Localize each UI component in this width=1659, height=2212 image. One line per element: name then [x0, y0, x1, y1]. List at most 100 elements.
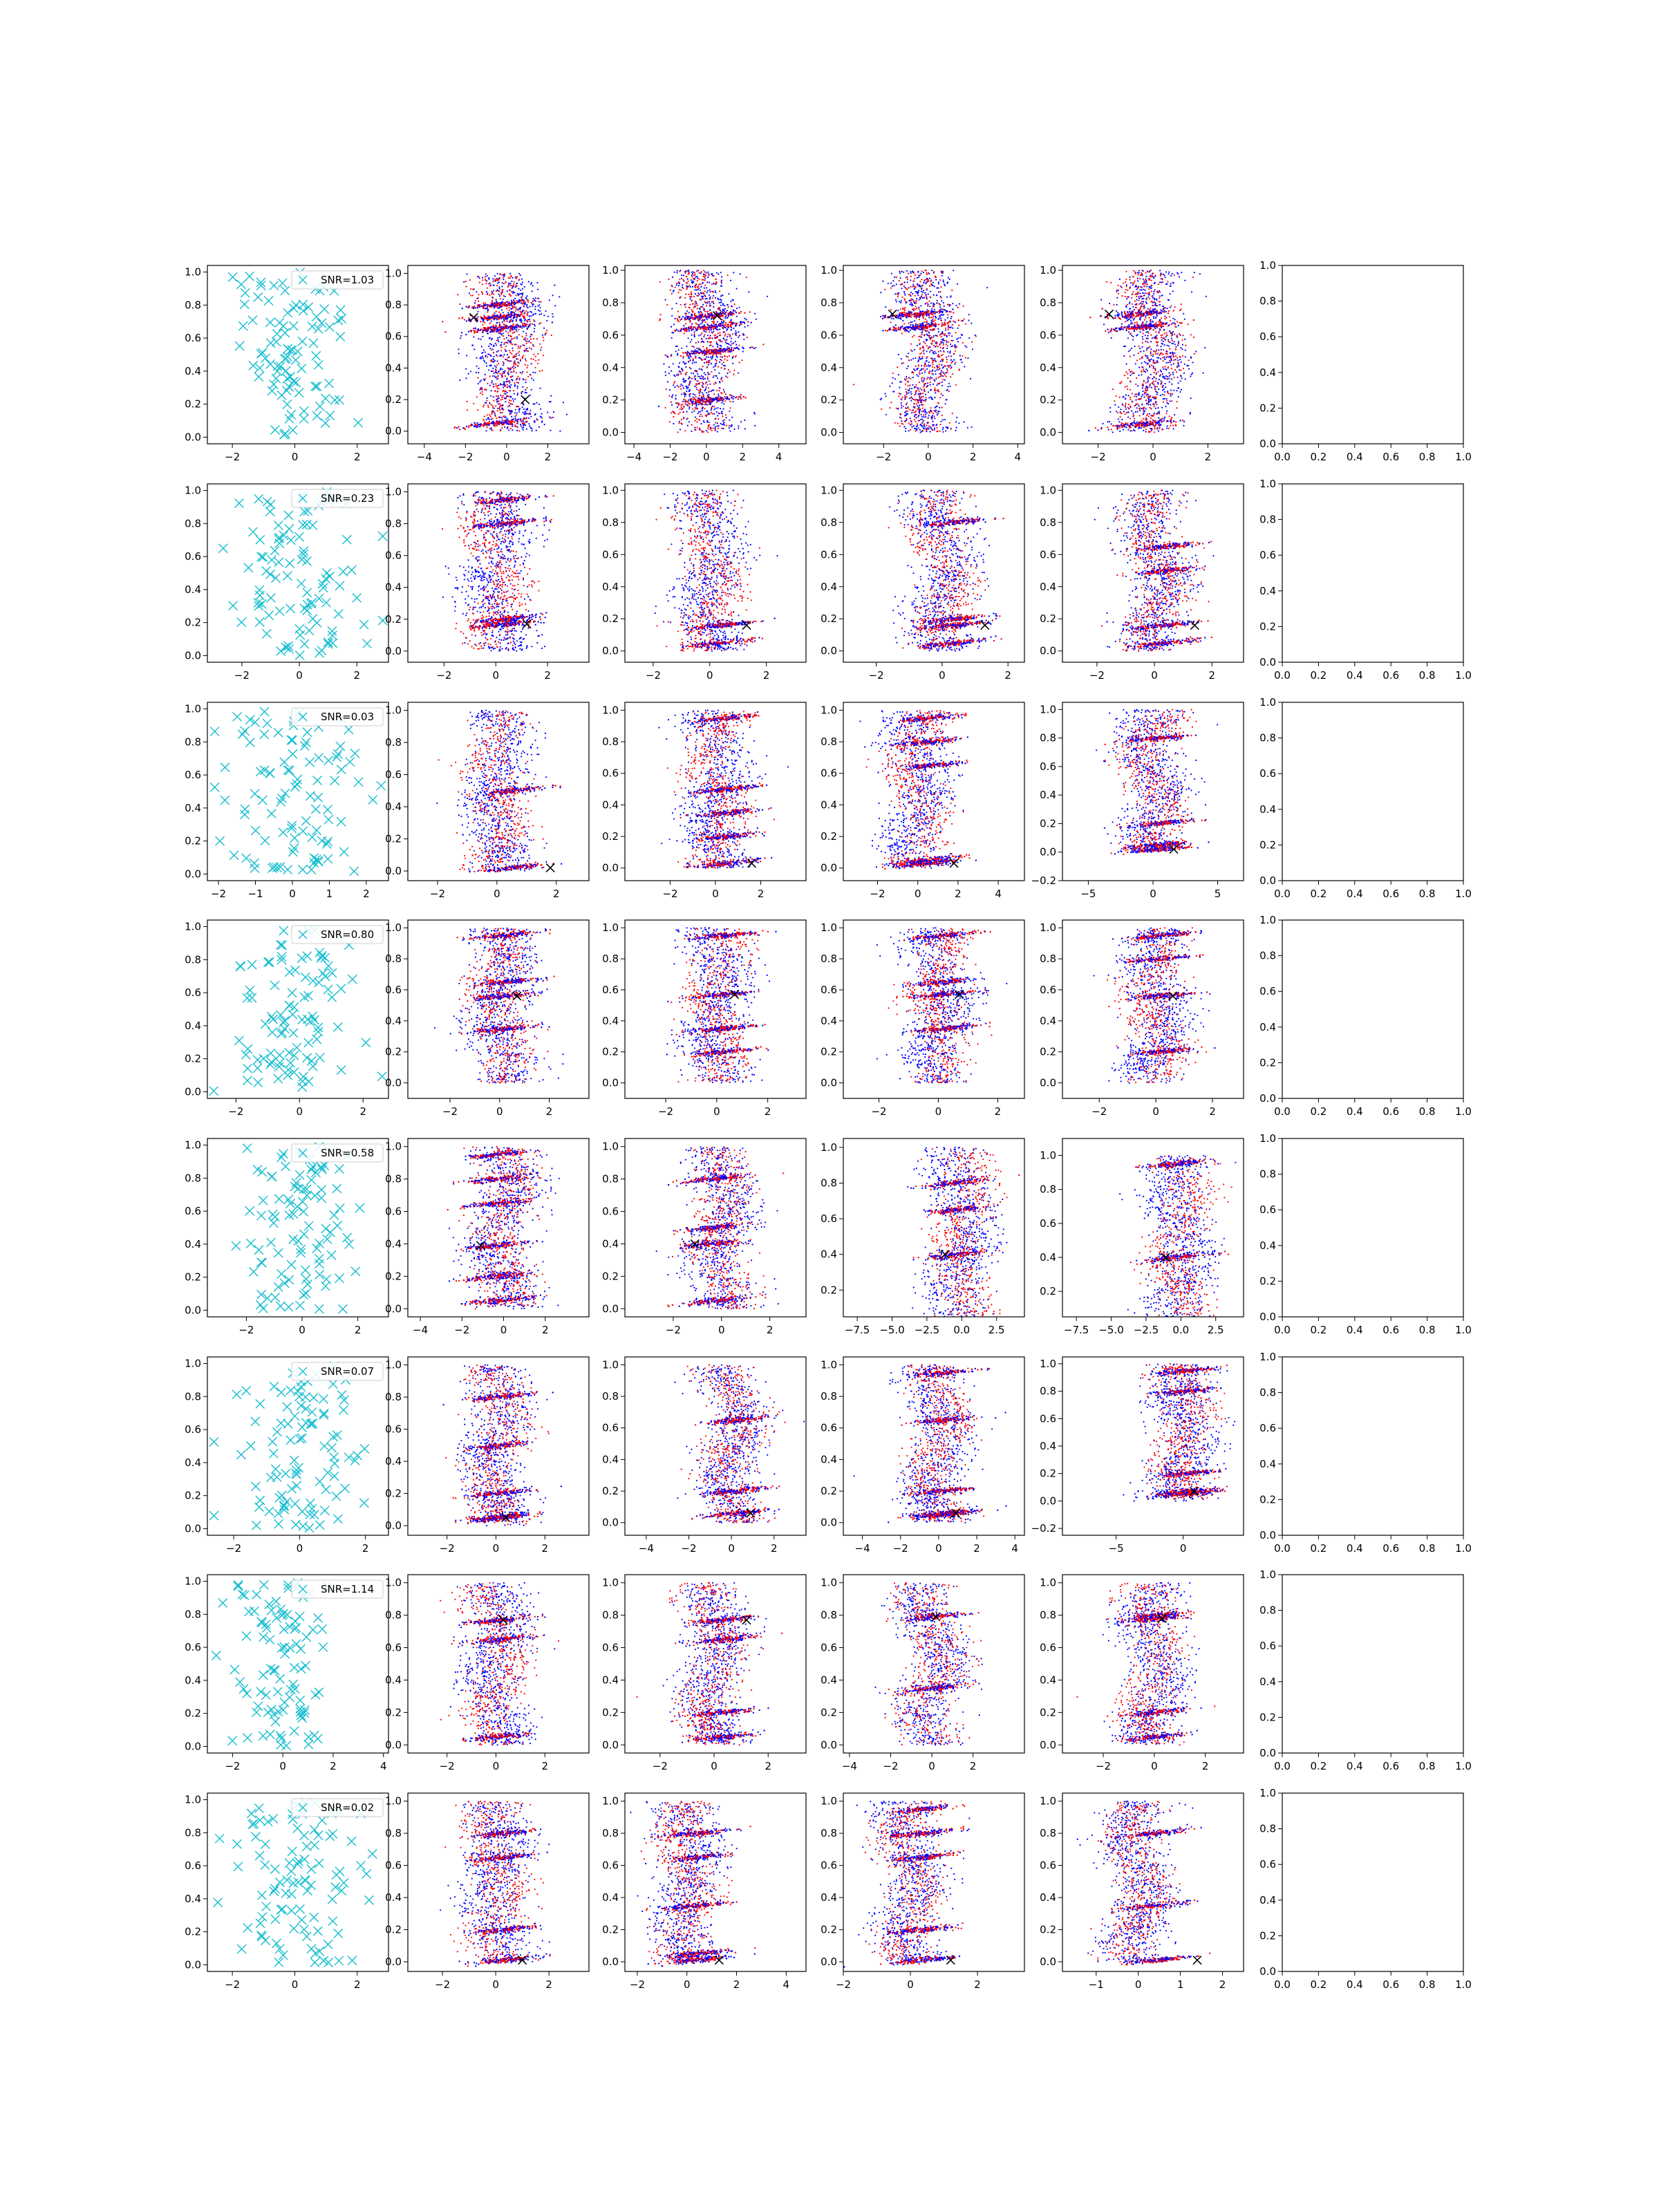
point-series-a [529, 394, 531, 396]
point-series-a [507, 335, 510, 337]
point-series-b [915, 308, 917, 310]
point-series-b [695, 383, 697, 385]
point-series-b [492, 297, 494, 299]
point-series-b [486, 414, 488, 416]
point-series-b [659, 281, 661, 283]
point-series-a [501, 282, 504, 284]
point-series-a [926, 309, 928, 311]
point-series-a [523, 286, 525, 288]
point-series-a [496, 319, 498, 321]
point-series-a [700, 285, 702, 288]
point-series-a [697, 292, 700, 294]
point-series-b [695, 322, 697, 324]
point-series-a [947, 350, 949, 353]
point-series-b [665, 388, 667, 391]
point-series-a [516, 429, 518, 432]
band-point [742, 321, 745, 324]
point-series-a [921, 415, 923, 418]
point-series-b [670, 412, 673, 414]
point-series-b [683, 398, 685, 400]
band-point [483, 316, 486, 318]
point-series-a [699, 308, 701, 310]
point-series-b [698, 382, 701, 384]
point-series-a [538, 301, 540, 303]
point-series-a [919, 285, 921, 288]
point-series-a [479, 357, 481, 359]
band-point [510, 315, 512, 317]
band-point [456, 427, 458, 429]
point-series-b [729, 371, 731, 373]
point-series-b [525, 335, 527, 337]
point-series-a [543, 424, 545, 426]
point-series-a [681, 393, 683, 395]
band-point [469, 319, 471, 321]
point-series-a [529, 427, 532, 429]
band-point [687, 326, 690, 329]
point-series-a [679, 429, 682, 431]
point-series-a [520, 306, 522, 309]
point-series-a [692, 359, 694, 362]
point-series-b [694, 301, 696, 303]
point-series-a [552, 316, 554, 318]
point-series-b [682, 287, 684, 290]
point-series-a [673, 422, 675, 425]
point-series-a [466, 273, 468, 275]
band-point [551, 321, 554, 324]
band-point [520, 300, 523, 302]
point-series-b [499, 405, 501, 408]
point-series-b [906, 407, 908, 410]
point-series-b [499, 273, 501, 275]
point-series-a [720, 359, 722, 361]
point-series-b [702, 275, 704, 277]
point-series-a [722, 420, 724, 422]
band-point [532, 323, 534, 325]
point-series-a [711, 405, 713, 407]
point-series-a [707, 271, 709, 273]
point-series-b [899, 283, 902, 285]
point-series-b [955, 384, 957, 386]
point-series-b [703, 270, 705, 272]
point-series-a [552, 411, 555, 413]
point-series-b [929, 337, 931, 339]
point-series-a [537, 309, 539, 311]
y-tick-label: 0.6 [385, 330, 402, 343]
point-series-a [697, 375, 700, 377]
point-series-b [716, 337, 718, 339]
point-series-b [901, 332, 903, 335]
y-tick-label: 0.8 [385, 299, 402, 311]
band-point [720, 349, 722, 352]
point-series-a [731, 357, 733, 359]
scatter-point [253, 292, 263, 302]
point-series-a [500, 395, 502, 397]
point-series-b [720, 367, 722, 369]
band-point [670, 355, 673, 357]
point-series-b [929, 377, 931, 379]
band-point [494, 425, 496, 427]
band-point [697, 353, 700, 355]
point-series-a [509, 395, 512, 397]
point-series-a [903, 271, 905, 273]
point-series-b [523, 310, 525, 312]
band-point [710, 402, 712, 405]
point-series-a [527, 319, 529, 321]
point-series-a [946, 389, 948, 391]
point-series-a [950, 366, 953, 368]
point-series-a [930, 320, 932, 322]
point-series-a [695, 416, 697, 418]
point-series-b [491, 418, 494, 420]
point-series-a [695, 405, 697, 407]
point-series-b [688, 271, 690, 274]
point-series-a [717, 344, 719, 346]
point-series-b [715, 281, 717, 283]
point-series-a [897, 310, 899, 312]
point-series-a [480, 379, 482, 382]
point-series-a [530, 311, 532, 313]
point-series-b [942, 344, 944, 346]
band-point [694, 317, 697, 319]
point-series-b [486, 400, 488, 402]
scatter-point [263, 296, 274, 306]
point-series-a [517, 294, 519, 297]
point-series-b [895, 327, 897, 329]
point-series-a [522, 281, 524, 283]
band-point [708, 349, 711, 351]
